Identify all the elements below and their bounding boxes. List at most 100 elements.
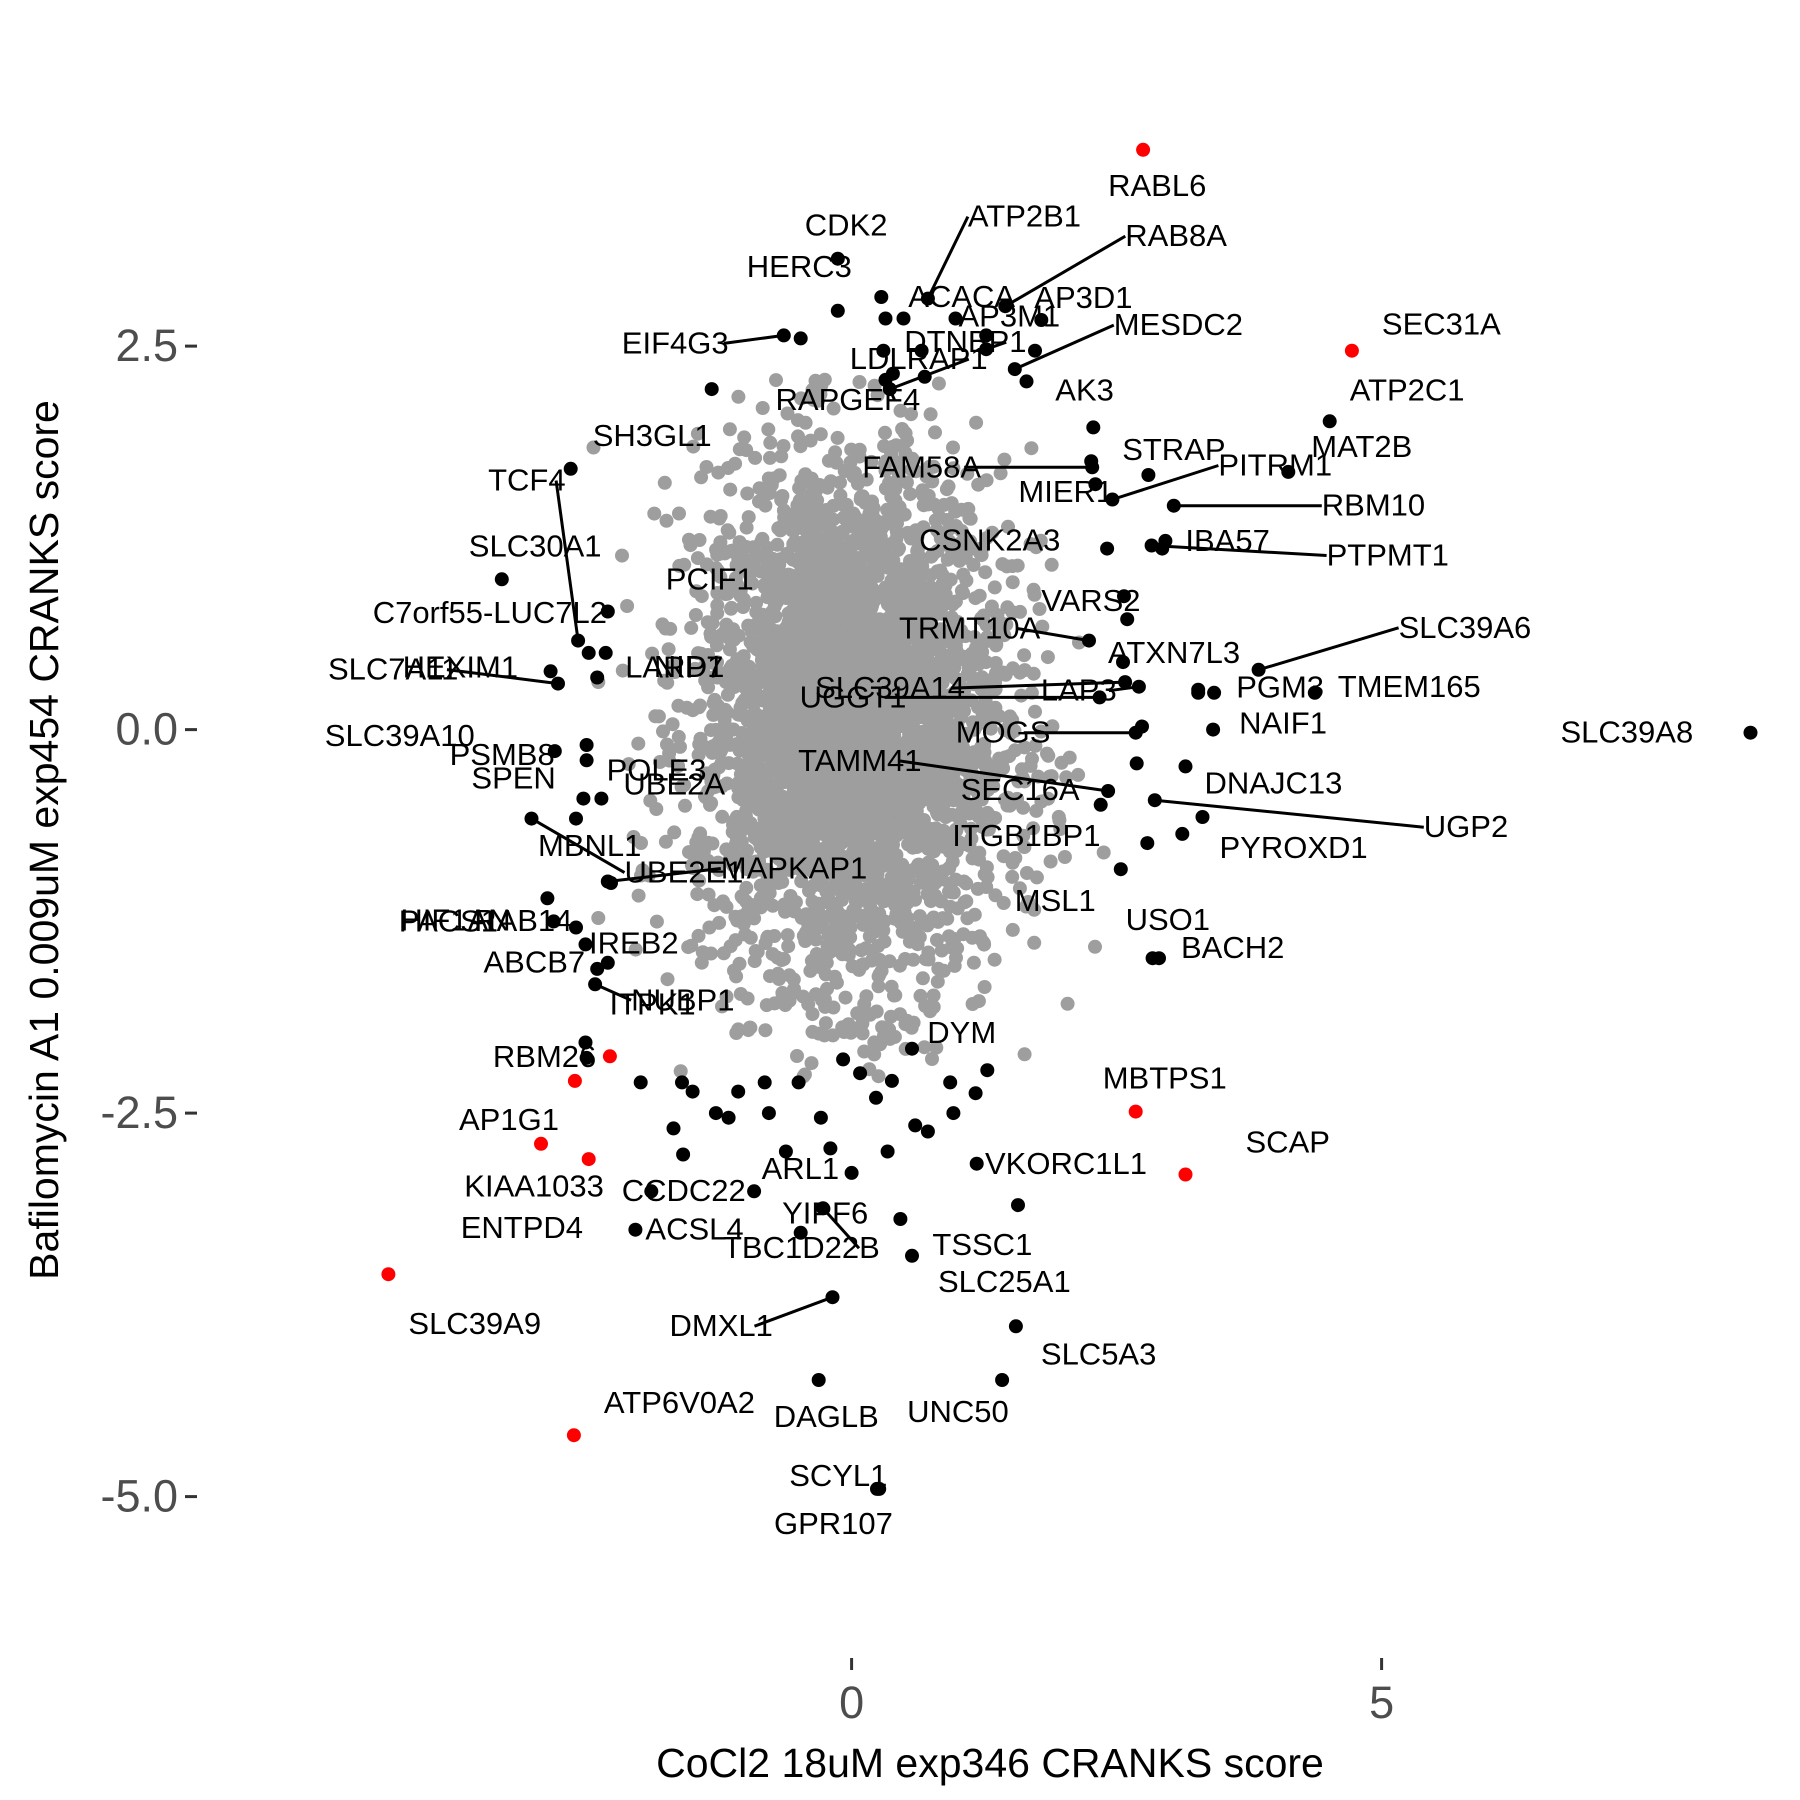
background-point [705,616,720,631]
background-point [907,698,922,713]
data-point [579,753,594,768]
data-point [880,1144,895,1159]
background-point [841,1017,856,1032]
gene-label: SLC39A9 [408,1306,541,1341]
background-point [960,466,975,481]
background-point [892,822,906,836]
background-point [838,760,853,775]
background-point [936,963,951,978]
data-point [969,1156,984,1171]
data-point [1116,655,1130,670]
data-point [995,1373,1010,1387]
background-point [921,855,936,870]
background-point [979,531,994,546]
data-point [1251,662,1266,677]
background-point [720,523,735,538]
background-point [731,389,746,404]
gene-label: GPR107 [774,1506,893,1541]
background-point [713,509,728,523]
background-point [691,748,706,762]
background-point [800,625,815,640]
data-point [825,1290,840,1305]
gene-label: DAGLB [774,1399,879,1434]
data-point [878,311,893,326]
background-point [809,947,824,961]
background-point [694,646,709,661]
data-point [1129,756,1144,771]
background-point [978,565,993,580]
background-point [928,888,943,903]
gene-label: TBC1D22B [723,1230,880,1265]
background-point [921,626,936,640]
background-point [888,537,903,552]
data-point [1113,862,1128,877]
background-point [690,551,705,566]
data-point [563,461,578,476]
data-point [874,290,889,304]
data-point [594,791,609,806]
background-point [711,465,726,480]
background-point [777,665,792,679]
data-point [600,955,615,970]
gene-label: SLC39A6 [1399,610,1532,645]
background-point [631,888,646,903]
background-point [803,433,818,448]
gene-label: ATP6V0A2 [604,1385,755,1420]
background-point [900,895,915,910]
background-point [832,831,847,846]
background-point [823,707,837,722]
background-point [882,475,896,490]
background-point [820,690,835,705]
background-point [896,916,911,931]
gene-label: LARP7 [625,650,723,685]
background-point [966,558,981,572]
data-point [793,1225,808,1240]
background-point [723,544,738,559]
data-point [569,920,583,935]
background-point [1035,619,1050,634]
background-point [691,928,706,943]
background-point [704,723,718,738]
background-point [694,589,709,604]
gene-label: UNC50 [907,1394,1009,1429]
background-point [890,455,905,470]
background-point [824,788,839,803]
background-point [881,560,896,575]
background-point [806,657,821,672]
background-point [956,586,971,601]
background-point [859,989,874,1004]
background-point [895,675,910,690]
background-point [792,500,807,514]
background-point [819,610,834,625]
gene-label: AP1G1 [459,1102,559,1137]
background-point [852,679,867,693]
background-point [929,1040,944,1055]
background-point [818,1016,833,1031]
background-point [957,895,972,910]
background-point [739,814,754,829]
background-point [868,777,883,791]
background-point [965,997,980,1011]
background-point [819,503,834,517]
background-point [895,802,910,817]
background-point [790,664,804,679]
background-point [731,790,746,805]
background-point [707,898,722,913]
data-point [1178,1167,1193,1182]
data-point [1008,1319,1023,1334]
background-point [1029,540,1044,555]
background-point [998,667,1013,682]
background-point [688,661,703,676]
background-point [889,906,904,921]
background-point [773,800,788,815]
background-point [649,914,664,929]
background-point [856,957,871,972]
gene-label: UGP2 [1424,809,1508,844]
background-point [690,887,705,902]
background-point [858,732,872,747]
gene-label: CSNK2A3 [919,523,1060,558]
background-point [954,623,969,638]
background-point [771,816,786,830]
background-point [645,646,660,661]
background-point [813,427,828,442]
